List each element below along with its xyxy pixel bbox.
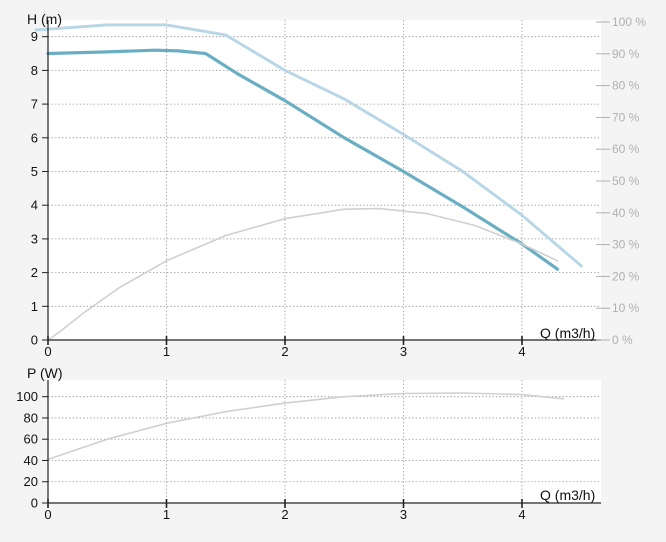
top-y-tick-label: 4 [31, 198, 38, 213]
bot-y-tick-label: 0 [31, 496, 38, 511]
top-y-tick-label: 7 [31, 97, 38, 112]
efficiency-scale-label: 0 % [612, 333, 633, 347]
efficiency-scale-label: 40 % [612, 206, 640, 220]
bot-x-tick-label: 3 [400, 507, 407, 522]
bot-x-tick-label: 2 [281, 507, 288, 522]
head-chart-grid [48, 20, 601, 340]
top-x-tick-label: 2 [281, 344, 288, 359]
efficiency-scale-label: 60 % [612, 142, 640, 156]
power-chart-tick-labels: 0 20 40 60 80 100 0 1 2 3 4 [16, 389, 525, 522]
bot-y-tick-label: 60 [24, 432, 38, 447]
efficiency-scale-label: 50 % [612, 174, 640, 188]
bot-x-tick-label: 4 [518, 507, 525, 522]
efficiency-scale-label: 80 % [612, 79, 640, 93]
power-chart-plot-area [48, 380, 601, 504]
head-chart-axes [42, 20, 610, 345]
power-chart-axes [42, 380, 601, 508]
efficiency-scale-label: 20 % [612, 269, 640, 283]
top-y-tick-label: 3 [31, 231, 38, 246]
head-axis-title: H (m) [27, 11, 62, 27]
power-chart: 0 20 40 60 80 100 0 1 2 3 4 P (W) Q (m3/h) [16, 365, 601, 522]
top-series-npsh-reference-line [34, 23, 583, 268]
top-y-tick-label: 9 [31, 29, 38, 44]
head-chart-series [34, 23, 583, 341]
head-chart-x-axis-title: Q (m3/h) [540, 325, 595, 341]
bot-x-tick-label: 1 [163, 507, 170, 522]
power-chart-grid [48, 380, 601, 503]
top-y-tick-label: 0 [31, 333, 38, 348]
top-x-tick-label: 0 [44, 344, 51, 359]
top-y-tick-label: 5 [31, 164, 38, 179]
top-x-tick-label: 1 [163, 344, 170, 359]
top-y-tick-label: 1 [31, 299, 38, 314]
bot-y-tick-label: 40 [24, 453, 38, 468]
top-x-tick-label: 4 [518, 344, 525, 359]
power-chart-series [47, 392, 565, 461]
power-axis-title: P (W) [27, 365, 63, 381]
bot-x-tick-label: 0 [44, 507, 51, 522]
power-chart-x-axis-title: Q (m3/h) [540, 487, 595, 503]
bot-y-tick-label: 100 [16, 389, 38, 404]
top-series-efficiency-line [47, 207, 559, 341]
top-y-tick-label: 8 [31, 63, 38, 78]
head-chart-plot-area [48, 20, 601, 340]
efficiency-scale-label: 10 % [612, 301, 640, 315]
top-y-tick-label: 6 [31, 130, 38, 145]
efficiency-scale-label: 70 % [612, 110, 640, 124]
top-y-tick-label: 2 [31, 265, 38, 280]
efficiency-scale-label: 30 % [612, 238, 640, 252]
bot-y-tick-label: 80 [24, 410, 38, 425]
bot-series-power-line [47, 392, 565, 461]
efficiency-scale-label: 90 % [612, 47, 640, 61]
efficiency-scale-label: 100 % [612, 15, 646, 29]
top-x-tick-label: 3 [400, 344, 407, 359]
top-series-head-line [46, 48, 560, 271]
bot-y-tick-label: 20 [24, 474, 38, 489]
